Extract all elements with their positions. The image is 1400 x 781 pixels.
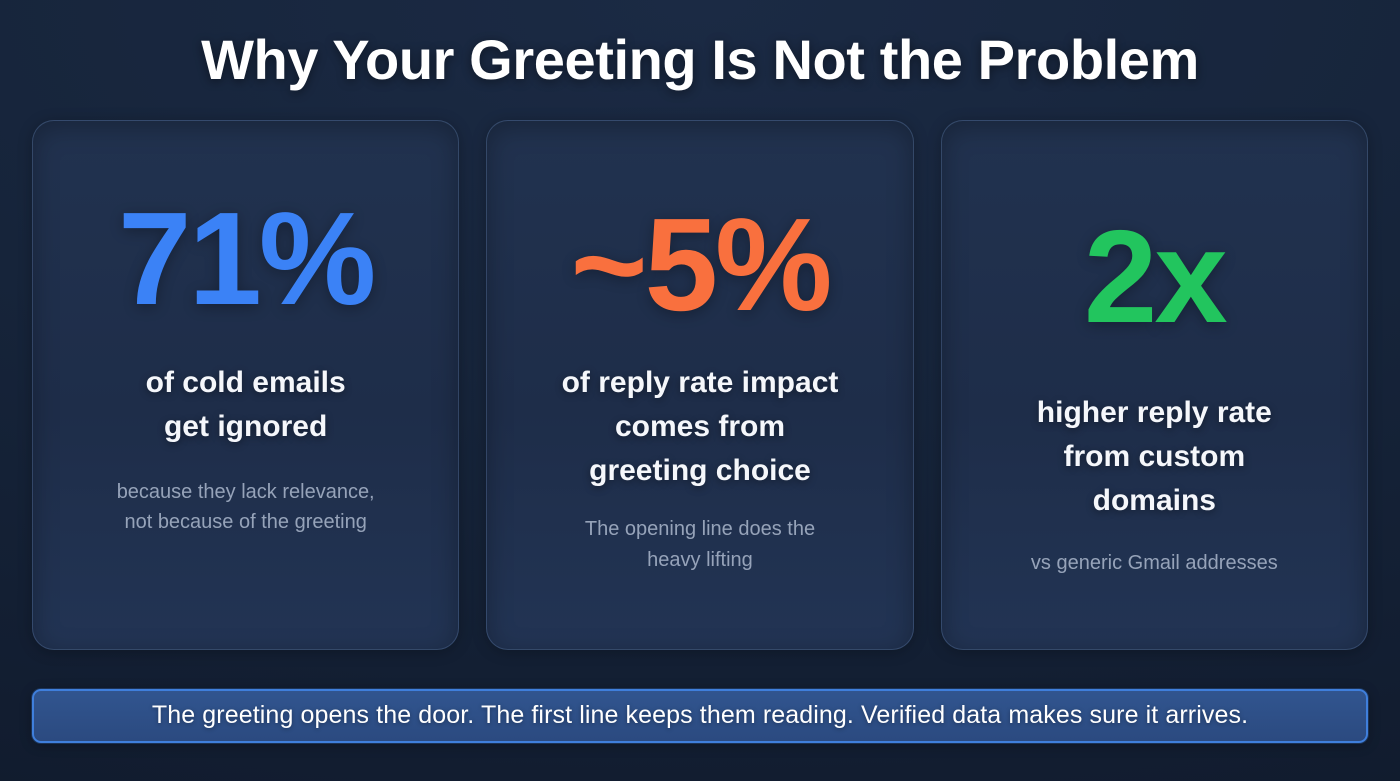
stat-value-71-percent: 71% (118, 185, 376, 332)
stat-label-line: from custom (1063, 439, 1246, 473)
stat-label-line: higher reply rate (1036, 396, 1272, 429)
stat-sublabel-line: The opening line does the (584, 518, 816, 541)
stat-label-line: of cold emails (145, 366, 346, 399)
stat-sublabel-custom-domains: vs generic Gmail addresses (1031, 548, 1278, 578)
stat-sublabel-line: heavy lifting (647, 548, 753, 571)
stat-value-5-percent: ~5% (570, 191, 833, 338)
stat-label-reply-rate-impact: of reply rate impact comes from greeting… (562, 361, 839, 492)
stat-label-line: greeting choice (589, 453, 811, 487)
stat-value-2x: 2x (1083, 203, 1228, 350)
summary-banner-text: The greeting opens the door. The first l… (151, 701, 1249, 729)
stat-label-line: comes from (614, 409, 786, 443)
stat-sublabel-line: because they lack relevance, (116, 480, 375, 503)
stat-label-line: get ignored (163, 409, 328, 443)
stat-label-line: domains (1092, 483, 1216, 517)
stat-label-line: of reply rate impact (561, 366, 839, 399)
stat-cards-row: 71% of cold emails get ignored because t… (0, 120, 1400, 650)
title-container: Why Your Greeting Is Not the Problem (0, 0, 1400, 120)
stat-label-custom-domains: higher reply rate from custom domains (1037, 391, 1272, 522)
stat-label-cold-emails: of cold emails get ignored (146, 361, 346, 449)
stat-card-reply-rate-impact: ~5% of reply rate impact comes from gree… (486, 120, 914, 650)
page-title: Why Your Greeting Is Not the Problem (201, 27, 1199, 91)
summary-banner-container: The greeting opens the door. The first l… (0, 650, 1400, 781)
summary-banner: The greeting opens the door. The first l… (32, 688, 1368, 743)
stat-card-cold-emails: 71% of cold emails get ignored because t… (32, 120, 460, 650)
stat-sublabel-line: not because of the greeting (124, 510, 367, 533)
stat-sublabel-line: vs generic Gmail addresses (1030, 552, 1278, 575)
stat-card-custom-domains: 2x higher reply rate from custom domains… (940, 120, 1368, 650)
stat-sublabel-reply-rate-impact: The opening line does the heavy lifting (585, 514, 815, 575)
stat-sublabel-cold-emails: because they lack relevance, not because… (117, 477, 375, 538)
